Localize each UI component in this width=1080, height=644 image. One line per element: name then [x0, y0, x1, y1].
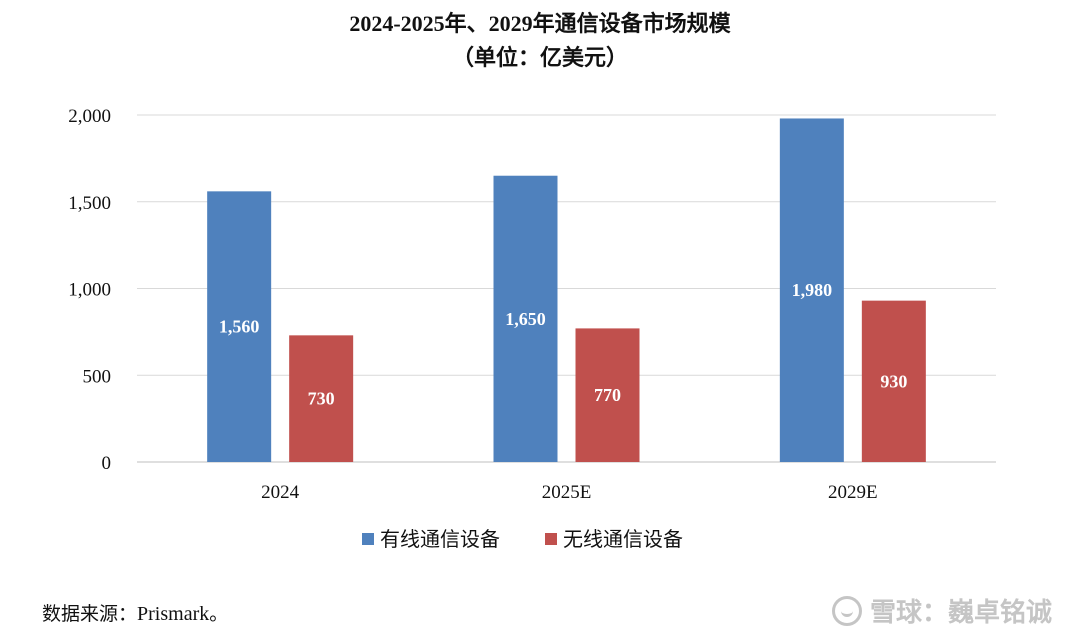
- chart-title: 2024-2025年、2029年通信设备市场规模: [349, 11, 731, 36]
- x-tick-label: 2024: [261, 482, 300, 503]
- legend-swatch: [362, 533, 374, 545]
- y-tick-label: 0: [102, 453, 112, 474]
- data-label: 1,980: [792, 280, 833, 300]
- source-prefix: 数据来源：: [42, 603, 138, 625]
- bar-chart: 0 500 1,000 1,500 2,000 1,560 730 2024 1,650 770 2…: [68, 106, 996, 551]
- bar-wireless: [575, 328, 640, 462]
- y-tick-label: 1,000: [68, 280, 111, 301]
- y-tick-label: 1,500: [68, 193, 111, 214]
- bar-wired: [779, 118, 844, 462]
- source-suffix: 。: [209, 603, 229, 625]
- chart-subtitle-unit: （单位：亿美元）: [451, 45, 628, 70]
- x-tick-label: 2029E: [828, 482, 878, 503]
- y-tick-label: 2,000: [68, 106, 111, 127]
- watermark: 雪球：巍卓铭诚: [831, 592, 1052, 629]
- legend-label: 无线通信设备: [563, 527, 683, 551]
- legend-swatch: [545, 533, 557, 545]
- watermark-text: 雪球：巍卓铭诚: [869, 598, 1052, 628]
- data-label: 1,560: [219, 317, 260, 337]
- x-tick-label: 2025E: [542, 482, 592, 503]
- y-tick-label: 500: [83, 366, 112, 387]
- xueqiu-logo-icon: [831, 595, 862, 626]
- bar-wired: [493, 175, 558, 462]
- bar-wireless: [861, 300, 926, 462]
- data-label: 930: [880, 371, 907, 391]
- legend-label: 有线通信设备: [380, 527, 500, 551]
- data-source: 数据来源：Prismark。: [42, 599, 228, 626]
- data-label: 730: [308, 389, 335, 409]
- bar-wireless: [289, 335, 354, 462]
- data-label: 1,650: [505, 309, 546, 329]
- bar-wired: [207, 191, 272, 462]
- source-name: Prismark: [137, 603, 210, 625]
- data-label: 770: [594, 385, 621, 405]
